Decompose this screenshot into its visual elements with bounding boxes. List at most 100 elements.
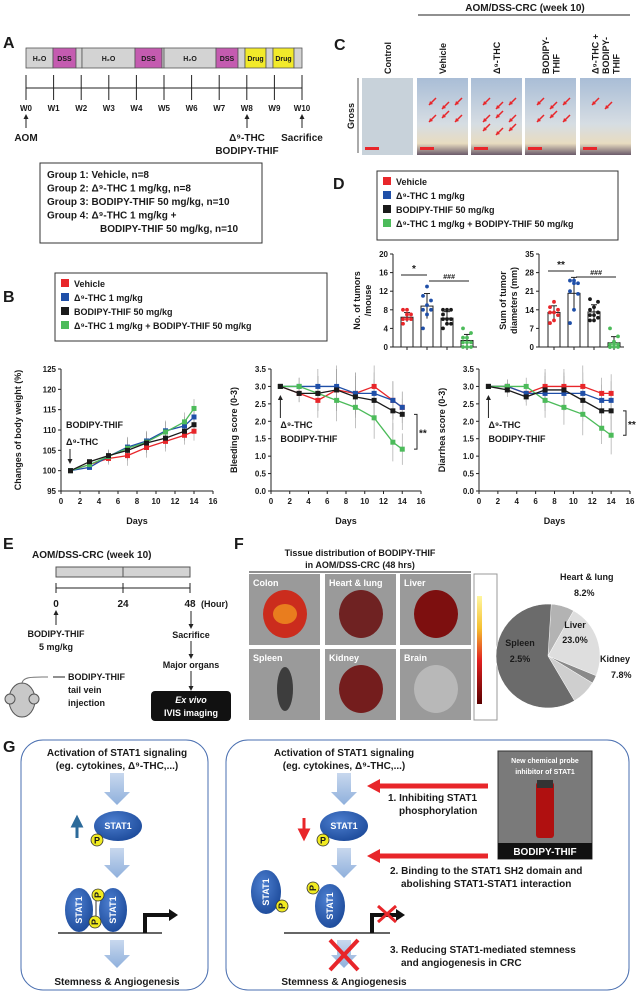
data-point [144, 444, 149, 450]
activation-label: (eg. cytokines, Δ⁹-THC,...) [56, 761, 179, 772]
x-tick-label: 10 [569, 497, 578, 506]
legend-swatch [383, 205, 391, 213]
x-tick-label: 16 [626, 497, 635, 506]
data-point [542, 383, 548, 389]
legend-swatch [61, 321, 69, 329]
x-tick-label: 2 [496, 497, 501, 506]
week-label: W5 [158, 104, 171, 113]
data-point [315, 383, 321, 389]
significance-label: ** [419, 429, 427, 440]
x-tick-label: 16 [417, 497, 426, 506]
stat1-protein: STAT1 [320, 811, 368, 841]
arrow-head-icon [277, 395, 283, 400]
stat1-label: STAT1 [108, 896, 118, 923]
arrow-head-icon [537, 101, 541, 105]
data-point [504, 387, 510, 393]
pie-value: 59.5% [600, 700, 626, 710]
panel-c-gross-images: AOM/DSS-CRC (week 10) Control Vehicle Δ⁹-TH… [346, 3, 631, 155]
data-point [277, 383, 283, 389]
y-tick-label: 2.5 [255, 400, 267, 409]
panel-g-mechanism: Activation of STAT1 signaling (eg. cytoki… [20, 739, 630, 991]
flow-arrow-icon [104, 848, 130, 878]
organ-signal [339, 590, 383, 638]
week-label: W6 [186, 104, 199, 113]
significance-label: * [412, 264, 416, 275]
significance-bracket [623, 410, 627, 436]
x-tick-label: 12 [171, 497, 180, 506]
arrow-head-icon [429, 118, 433, 122]
y-tick-label: 8 [384, 306, 389, 315]
y-axis-label: Changes of body weight (%) [13, 370, 23, 491]
data-point [371, 390, 377, 396]
phosphate-label: P [320, 836, 326, 846]
data-point [371, 397, 377, 403]
data-point [371, 415, 377, 421]
data-point [461, 326, 465, 331]
data-point [588, 313, 592, 318]
arrow-head-icon [23, 114, 29, 119]
week-label: W2 [75, 104, 88, 113]
x-tick-label: 4 [306, 497, 311, 506]
data-point [441, 317, 445, 321]
data-point [461, 335, 465, 340]
data-point [576, 281, 580, 286]
legend-item: Vehicle [74, 279, 105, 289]
time-tick-label: 24 [117, 599, 129, 610]
panel-d-legend: Vehicle Δ⁹-THC 1 mg/kg BODIPY-THIF 50 mg/k… [376, 170, 619, 241]
data-point [125, 453, 130, 459]
y-tick-label: 0 [530, 343, 535, 352]
segment-label: H₂O [183, 56, 197, 63]
title: in AOM/DSS-CRC (48 hrs) [305, 560, 415, 570]
flow-arrow-icon [331, 848, 357, 878]
organ-signal-hotspot [273, 604, 297, 624]
data-point [542, 387, 548, 393]
arrow-head-icon [188, 686, 194, 691]
data-point [191, 405, 197, 411]
data-point [580, 397, 586, 403]
data-point [409, 317, 413, 321]
arrow-head-icon [188, 654, 194, 659]
vial-icon [536, 782, 554, 838]
data-point [163, 438, 168, 444]
data-point [405, 307, 409, 312]
phosphate-icon: P [90, 833, 104, 847]
organ-label: Heart & lung [329, 578, 383, 588]
stat1-protein: STAT1 [94, 811, 142, 841]
x-tick-label: 14 [607, 497, 616, 506]
series-line [70, 416, 195, 472]
y-tick-label: 1.5 [463, 435, 475, 444]
injection-label: tail vein [68, 685, 102, 695]
data-point [599, 408, 605, 414]
column-label: BODIPY- [541, 37, 551, 74]
data-point [580, 383, 586, 389]
dose-label: BODIPY-THIF [27, 629, 85, 639]
stat1-label: STAT1 [74, 896, 84, 923]
arrow-head-icon [188, 624, 194, 629]
outcome-label: Stemness & Angiogenesis [54, 977, 180, 988]
data-point [588, 307, 592, 312]
data-point [421, 326, 425, 331]
data-point [580, 390, 586, 396]
blocked-x-icon [328, 938, 360, 972]
data-point [596, 315, 600, 320]
y-tick-label: 20 [379, 250, 388, 259]
outcome-label: Stemness & Angiogenesis [281, 977, 407, 988]
data-point [87, 464, 92, 470]
data-point [461, 340, 465, 345]
x-tick-label: 14 [398, 497, 407, 506]
probe-caption: New chemical probe [511, 758, 579, 765]
significance-label: ** [628, 420, 636, 431]
data-point [399, 446, 405, 452]
panel-label-g: G [3, 739, 15, 756]
data-point [572, 307, 576, 312]
scale-bar [583, 147, 597, 150]
y-tick-label: 0.0 [255, 487, 267, 496]
data-point [469, 345, 473, 349]
time-tick-label: 48 [184, 599, 196, 610]
data-point [296, 390, 302, 396]
column-label: Control [383, 42, 393, 74]
data-point [612, 345, 616, 349]
data-point [425, 284, 429, 289]
arrow-head-icon [169, 909, 178, 921]
arrow-head-icon [605, 105, 609, 109]
